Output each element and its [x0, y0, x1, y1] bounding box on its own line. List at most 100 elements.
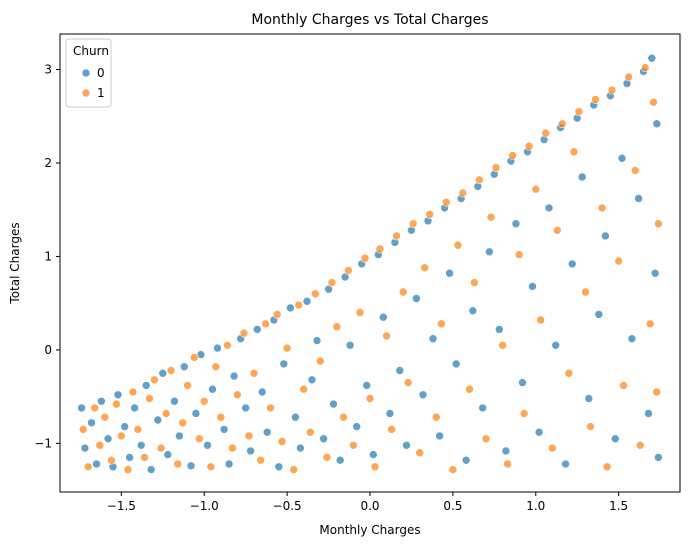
- y-tick-label: 2: [44, 156, 52, 170]
- data-point-churn-0: [77, 403, 86, 413]
- data-point-churn-1: [183, 381, 192, 390]
- data-point-churn-1: [465, 384, 474, 394]
- data-point-churn-1: [514, 250, 524, 259]
- data-point-churn-1: [491, 163, 501, 172]
- x-axis-label: Monthly Charges: [319, 523, 420, 537]
- y-tick-label: −1: [34, 436, 52, 450]
- data-point-churn-1: [294, 300, 304, 310]
- data-point-churn-0: [345, 340, 355, 350]
- data-point-churn-0: [478, 403, 488, 413]
- data-point-churn-1: [591, 95, 600, 104]
- data-point-churn-0: [296, 443, 305, 453]
- data-point-churn-1: [133, 425, 143, 434]
- data-point-churn-1: [531, 184, 541, 194]
- data-point-churn-1: [541, 128, 551, 138]
- data-point-churn-1: [256, 455, 265, 465]
- data-point-churn-0: [97, 396, 106, 406]
- data-point-churn-0: [577, 172, 587, 182]
- data-point-churn-1: [349, 440, 358, 450]
- data-point-churn-1: [398, 287, 408, 297]
- data-point-churn-0: [208, 384, 217, 394]
- data-point-churn-0: [561, 459, 570, 469]
- data-point-churn-0: [601, 231, 610, 241]
- data-point-churn-1: [635, 440, 645, 450]
- data-point-churn-0: [229, 371, 239, 381]
- legend-marker-churn-0: [81, 68, 91, 78]
- data-point-churn-0: [385, 409, 395, 418]
- y-axis-label: Total Charges: [8, 222, 22, 304]
- data-point-churn-1: [277, 437, 287, 446]
- data-point-churn-0: [274, 462, 284, 472]
- data-point-churn-1: [90, 403, 100, 413]
- legend: Churn 0 1: [65, 38, 112, 108]
- data-point-churn-1: [425, 210, 435, 219]
- data-point-churn-0: [528, 282, 537, 291]
- data-point-churn-1: [199, 396, 209, 406]
- data-point-churn-1: [481, 434, 491, 444]
- data-point-churn-1: [233, 390, 242, 400]
- data-point-churn-1: [581, 287, 590, 297]
- x-tick-label: 0.5: [443, 499, 462, 513]
- data-point-churn-0: [130, 403, 139, 413]
- data-point-churn-0: [113, 390, 123, 400]
- data-point-churn-0: [551, 340, 561, 350]
- data-point-churn-0: [257, 387, 267, 397]
- data-point-churn-1: [602, 462, 612, 472]
- data-point-churn-0: [412, 294, 421, 303]
- x-tick-label: −1.5: [107, 499, 136, 513]
- data-point-churn-1: [607, 85, 617, 95]
- data-point-churn-1: [403, 378, 413, 387]
- data-point-churn-1: [453, 240, 463, 250]
- data-point-churn-0: [262, 427, 272, 437]
- data-point-churn-1: [327, 278, 337, 287]
- data-point-churn-0: [319, 434, 328, 444]
- data-point-churn-1: [597, 203, 607, 213]
- data-point-churn-0: [163, 450, 173, 459]
- data-point-churn-0: [312, 336, 322, 345]
- data-point-churn-1: [548, 443, 557, 453]
- data-point-churn-0: [544, 203, 554, 213]
- data-point-churn-0: [634, 194, 643, 203]
- data-point-churn-1: [83, 462, 93, 472]
- data-point-churn-1: [415, 448, 425, 458]
- plot-frame: [59, 33, 681, 493]
- points-layer: [77, 53, 663, 474]
- data-point-churn-0: [468, 306, 478, 316]
- data-point-churn-1: [420, 263, 430, 273]
- legend-label-churn-0: 0: [97, 66, 105, 80]
- data-point-churn-0: [451, 359, 461, 369]
- data-point-churn-0: [652, 119, 662, 128]
- chart-title: Monthly Charges vs Total Charges: [251, 12, 488, 28]
- data-point-churn-1: [392, 231, 401, 241]
- data-point-churn-1: [239, 328, 249, 338]
- data-point-churn-1: [315, 356, 325, 366]
- data-point-churn-0: [219, 425, 229, 434]
- data-point-churn-0: [136, 440, 146, 450]
- data-point-churn-1: [206, 462, 216, 472]
- data-point-churn-1: [387, 425, 396, 434]
- data-point-churn-1: [458, 188, 468, 198]
- data-point-churn-1: [128, 387, 138, 397]
- data-point-churn-1: [408, 219, 418, 228]
- data-point-churn-1: [498, 340, 507, 350]
- data-point-churn-1: [249, 368, 259, 378]
- data-point-churn-1: [178, 418, 187, 428]
- data-point-churn-1: [586, 422, 595, 431]
- data-point-churn-0: [402, 440, 411, 450]
- data-point-churn-1: [649, 97, 658, 107]
- data-point-churn-0: [335, 455, 345, 465]
- data-point-churn-1: [365, 394, 375, 403]
- data-point-churn-0: [518, 378, 527, 387]
- data-point-churn-0: [329, 399, 338, 409]
- data-point-churn-1: [360, 253, 370, 263]
- data-point-churn-1: [441, 197, 451, 207]
- data-point-churn-1: [244, 431, 254, 441]
- data-point-churn-1: [339, 412, 348, 422]
- x-axis: −1.5 −1.0 −0.5 0.0 0.5 1.0 1.5: [107, 492, 628, 513]
- data-point-churn-0: [644, 409, 653, 418]
- y-tick-label: 1: [44, 249, 52, 263]
- data-point-churn-0: [141, 381, 151, 390]
- data-point-churn-1: [161, 409, 171, 418]
- legend-title: Churn: [73, 44, 109, 58]
